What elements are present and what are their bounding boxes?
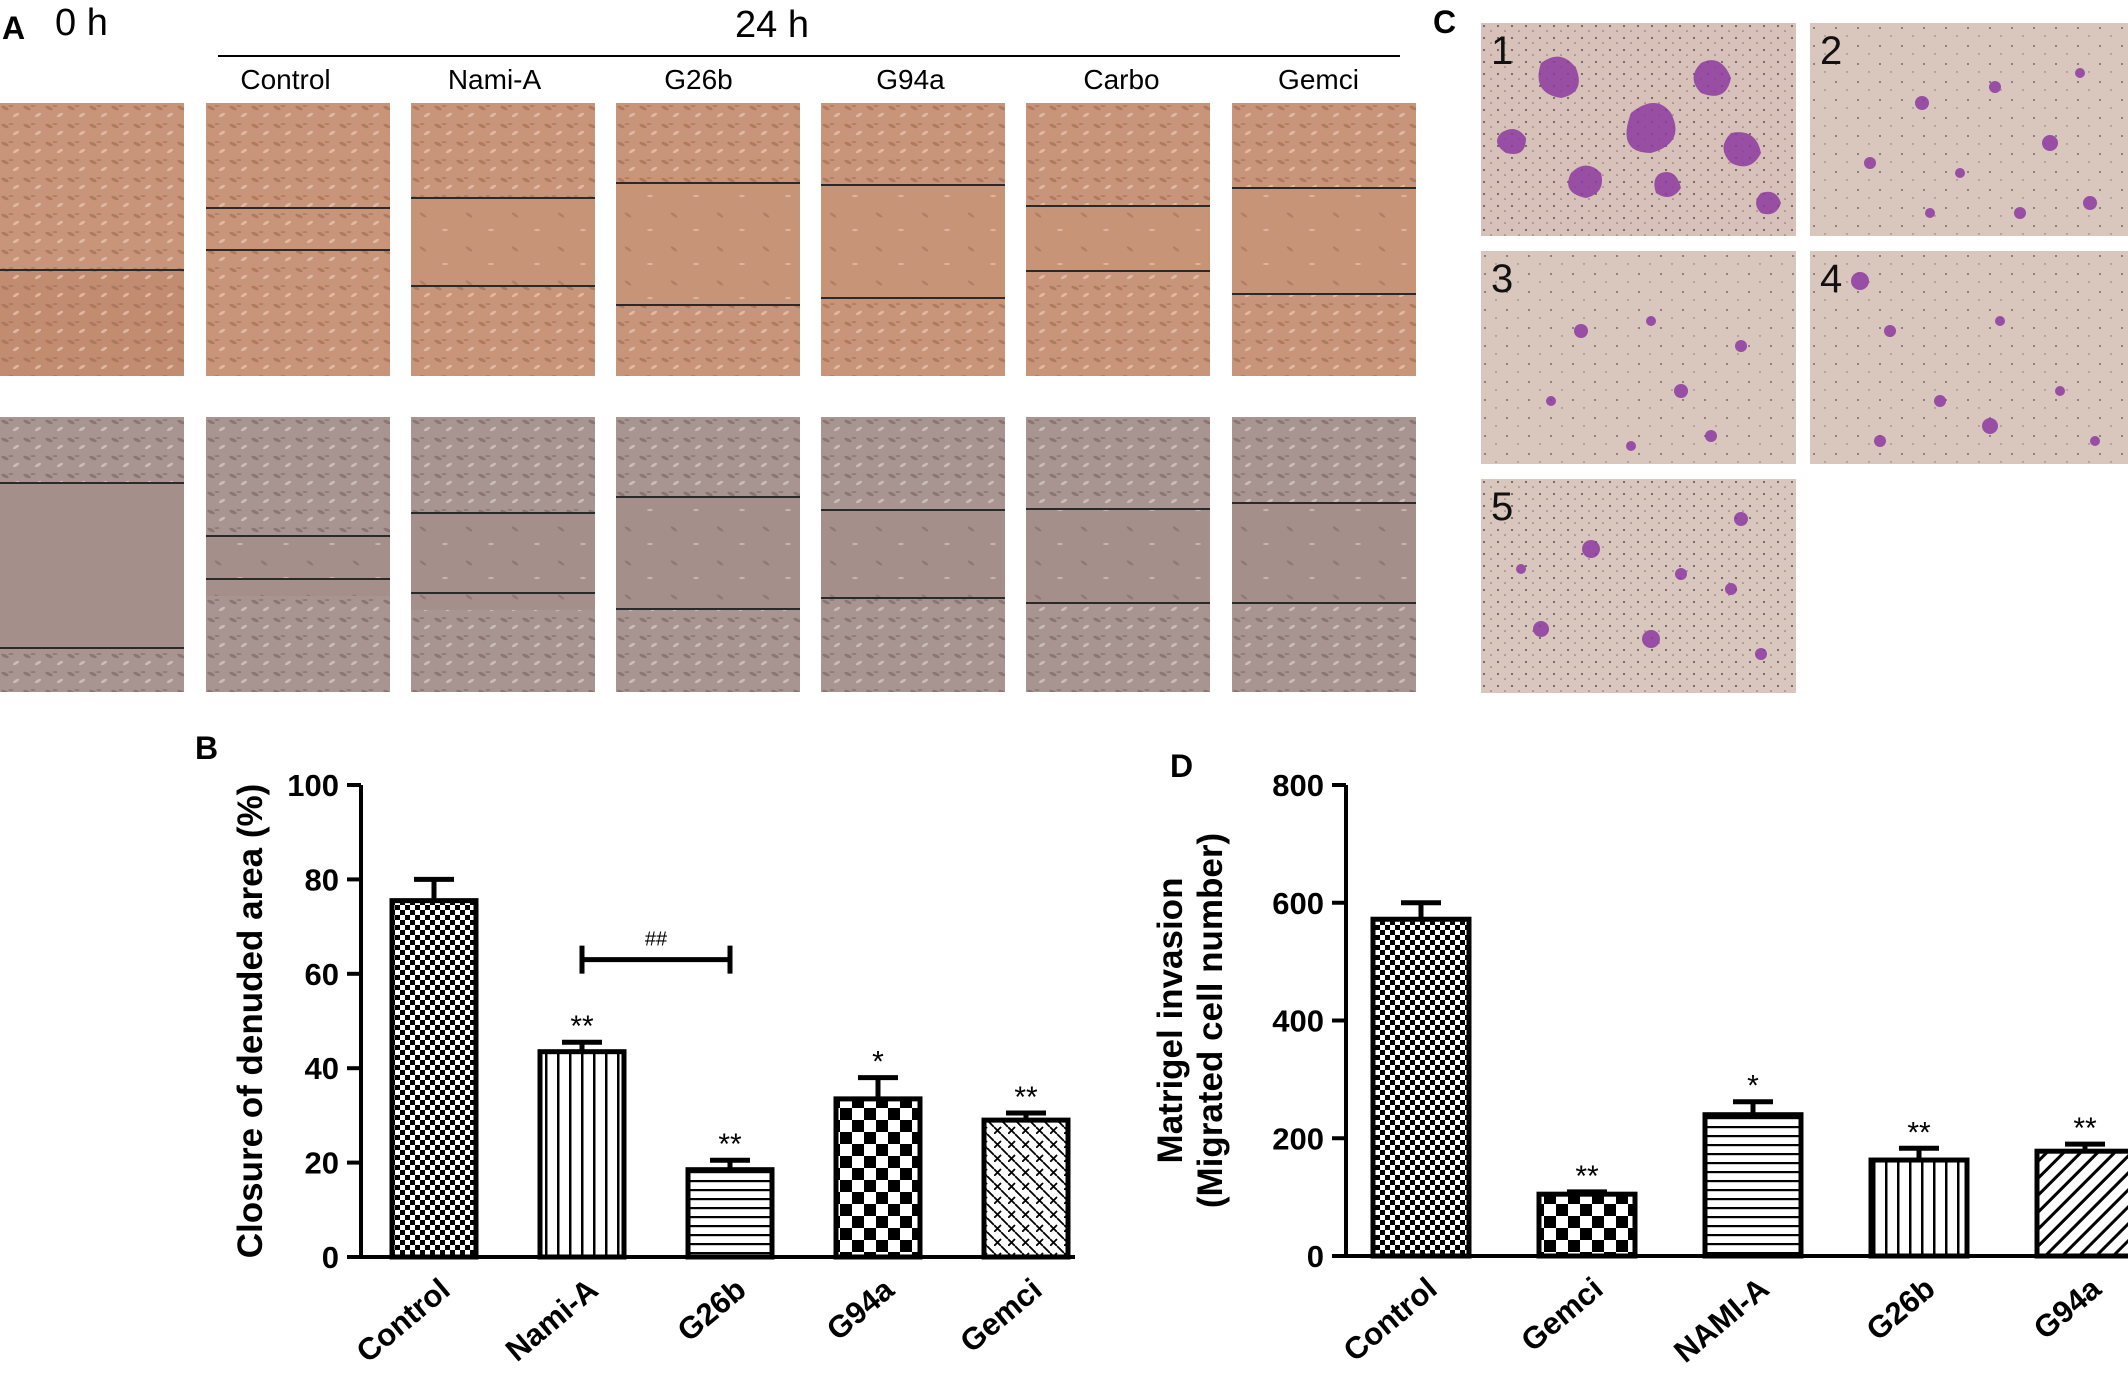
- invasion-image-4: 4: [1810, 251, 2128, 464]
- bar-control: [1370, 916, 1472, 1259]
- significance-nami-a: *: [1747, 1070, 1759, 1103]
- y-tick-label: 0: [1307, 1239, 1324, 1274]
- significance-nami-a: **: [570, 1010, 594, 1043]
- x-tick-label-gemci: Gemci: [1514, 1271, 1609, 1359]
- bar-nami-a: [537, 1049, 627, 1260]
- bar-gemci: [1536, 1191, 1638, 1259]
- y-tick-label: 600: [1272, 886, 1324, 921]
- time-24h-rule: [218, 55, 1400, 57]
- panel-a-letter: A: [2, 10, 26, 46]
- y-tick-label: 200: [1272, 1121, 1324, 1156]
- invasion-image-5: 5: [1481, 479, 1796, 693]
- bar-g26b: [1868, 1157, 1970, 1259]
- chart-d-invasion: 0 200 400 600 800 Matrigel invasion (Migrated …: [1151, 768, 2128, 1370]
- invasion-image-2-number: 2: [1820, 29, 1843, 73]
- panel-c-letter: C: [1433, 4, 1457, 40]
- x-tick-label-g26b: G26b: [671, 1272, 753, 1349]
- y-axis-label: Closure of denuded area (%): [231, 784, 270, 1259]
- scratch-image-0h-row1: [0, 103, 184, 376]
- panel-b-letter: B: [195, 730, 219, 766]
- bar-nami-a: [1702, 1112, 1804, 1259]
- invasion-image-5-number: 5: [1491, 485, 1514, 529]
- scratch-image-carbo-row2: [1026, 417, 1210, 692]
- y-tick-label: 60: [305, 957, 339, 992]
- scratch-image-carbo-row1: [1026, 103, 1210, 376]
- x-tick-label-control: Control: [350, 1272, 457, 1370]
- bar-control: [389, 898, 479, 1260]
- invasion-image-1: 1: [1481, 23, 1796, 236]
- y-tick-label: 0: [322, 1240, 339, 1275]
- x-tick-label-control: Control: [1337, 1271, 1444, 1369]
- scratch-image-control-row2: [206, 417, 390, 692]
- time-24h-label: 24 h: [735, 4, 809, 46]
- column-label-carbo: Carbo: [1083, 64, 1160, 95]
- x-tick-label-g94a: G94a: [820, 1271, 901, 1347]
- y-tick-label: 800: [1272, 768, 1324, 803]
- significance-gemci: **: [1575, 1160, 1599, 1193]
- column-label-control: Control: [240, 64, 331, 95]
- scratch-image-control-row1: [206, 103, 390, 376]
- scratch-image-gemci-row2: [1232, 417, 1416, 692]
- y-tick-label: 400: [1272, 1004, 1324, 1039]
- scratch-image-gemci-row1: [1232, 103, 1416, 376]
- significance-g94a: *: [872, 1046, 884, 1079]
- x-tick-label-g94a: G94a: [2027, 1270, 2108, 1346]
- y-tick-label: 20: [305, 1146, 339, 1181]
- significance-g94a: **: [2073, 1112, 2097, 1145]
- chart-b-closure: 0 20 40 60 80 100 Closure of denuded area (%) C…: [231, 768, 1075, 1370]
- bar-gemci: [981, 1117, 1071, 1260]
- time-0h-label: 0 h: [55, 2, 108, 44]
- column-label-g94a: G94a: [876, 64, 945, 95]
- scratch-image-nami-a-row2: [411, 417, 595, 692]
- invasion-image-3-number: 3: [1491, 257, 1514, 301]
- significance-g26b: **: [718, 1128, 742, 1161]
- invasion-image-3: 3: [1481, 251, 1796, 464]
- scratch-image-g26b-row1: [616, 103, 800, 376]
- scratch-image-nami-a-row1: [411, 103, 595, 376]
- scratch-image-g26b-row2: [616, 417, 800, 692]
- comparison-bracket-label: ##: [645, 929, 668, 951]
- invasion-image-2: 2: [1810, 23, 2128, 236]
- scratch-image-g94a-row1: [821, 103, 1005, 376]
- column-label-g26b: G26b: [664, 64, 733, 95]
- scratch-image-0h-row2: [0, 417, 184, 692]
- column-label-gemci: Gemci: [1278, 64, 1359, 95]
- panel-d-letter: D: [1170, 748, 1194, 784]
- x-tick-label-g26b: G26b: [1860, 1271, 1942, 1348]
- significance-g26b: **: [1907, 1116, 1931, 1149]
- y-axis-label: Matrigel invasion: [1151, 878, 1190, 1164]
- y-tick-label: 80: [305, 862, 339, 897]
- x-tick-label-gemci: Gemci: [953, 1272, 1048, 1360]
- x-tick-label-nami-a: NAMI-A: [1667, 1271, 1775, 1370]
- column-label-nami-a: Nami-A: [447, 64, 542, 95]
- significance-gemci: **: [1014, 1081, 1038, 1114]
- bar-g94a: [2034, 1148, 2128, 1259]
- bar-g94a: [833, 1096, 923, 1260]
- scratch-image-g94a-row2: [821, 417, 1005, 692]
- x-tick-label-nami-a: Nami-A: [499, 1272, 605, 1369]
- invasion-image-4-number: 4: [1820, 257, 1843, 301]
- y-axis-label-line2: (Migrated cell number): [1191, 833, 1230, 1208]
- invasion-image-1-number: 1: [1491, 29, 1514, 73]
- y-tick-label: 40: [305, 1051, 339, 1086]
- bar-g26b: [685, 1167, 775, 1260]
- y-tick-label: 100: [287, 768, 339, 803]
